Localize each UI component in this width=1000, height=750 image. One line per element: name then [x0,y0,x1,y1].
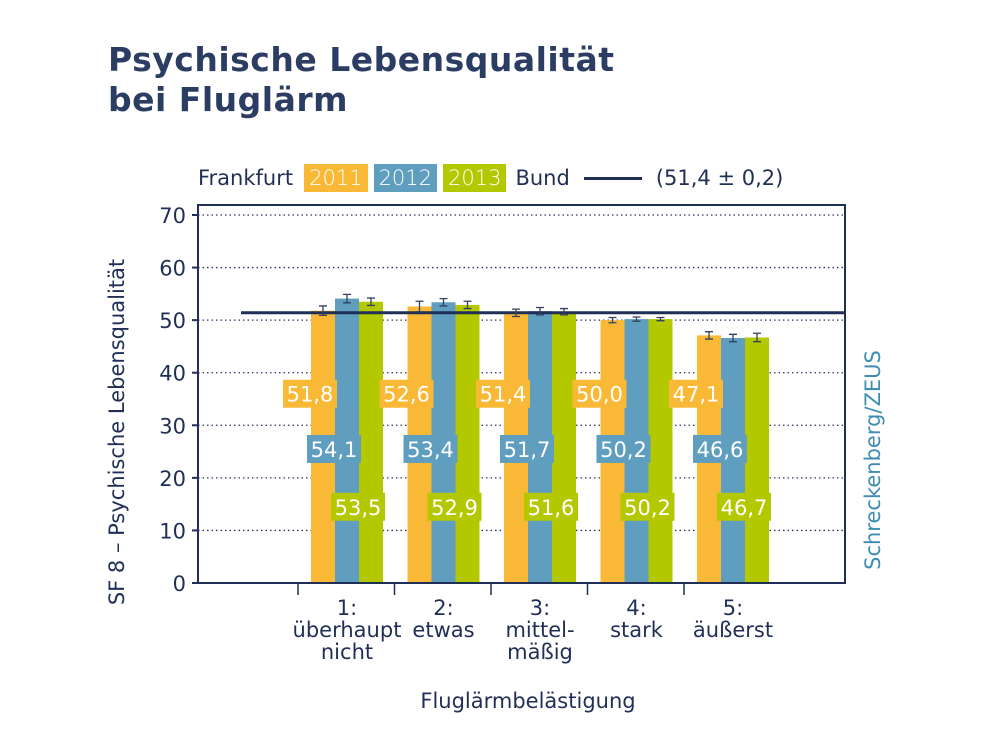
x-tick-label: äußerst [693,618,773,642]
legend-reference-label: Bund [515,166,570,190]
data-label-bg [693,434,747,463]
bar-2013 [648,319,673,583]
x-tick-label: nicht [321,640,373,664]
data-label-bg [476,379,530,408]
error-bar [367,297,375,307]
error-bar [512,308,520,318]
data-label-2013: 50,2 [624,496,671,520]
data-label-bg [669,379,723,408]
legend-2011: 2011 [304,164,368,192]
data-label-bg [596,434,651,463]
data-label-bg [403,434,458,463]
legend-reference-value: (51,4 ± 0,2) [655,166,784,190]
plot-frame [197,204,846,584]
x-axis-label: Fluglärmbelästigung [420,689,635,713]
x-tick-label: mäßig [507,640,573,664]
data-label-bg [572,379,627,408]
bar-2013 [552,311,576,583]
error-bar [415,300,424,313]
data-label-bg [620,492,675,521]
title-line-2: bei Fluglärm [108,80,349,119]
y-tick-label: 10 [159,519,186,543]
x-tick-label: 1: [337,596,357,620]
legend-reference-line [583,176,642,180]
x-tick-label: stark [610,618,664,642]
error-bar [656,316,665,322]
data-label-2013: 51,6 [528,496,575,520]
x-tick-label: 4: [626,596,646,620]
data-label-bg [427,492,482,521]
data-label-2011: 50,0 [576,383,623,407]
y-tick-label: 30 [159,414,186,438]
error-bar [439,297,448,307]
data-label-bg [283,379,337,408]
data-label-bg [717,492,771,521]
data-label-2011: 51,4 [480,383,527,407]
y-tick-label: 50 [159,309,186,333]
y-axis-label: SF 8 – Psychische Lebensqualität [105,259,129,605]
data-label-2011: 51,8 [287,383,334,407]
y-tick-label: 0 [173,572,186,596]
data-label-bg [524,492,578,521]
data-label-2013: 46,7 [721,496,768,520]
data-label-2012: 54,1 [311,438,358,462]
data-label-bg [379,379,434,408]
data-label-bg [500,434,554,463]
source-credit: Schreckenberg/ZEUS [861,350,885,570]
data-label-2012: 46,6 [697,438,744,462]
data-label-bg [307,434,361,463]
error-bar [705,331,713,340]
x-tick-label: 3: [530,596,550,620]
x-tick-label: mittel- [505,618,574,642]
error-bar [343,293,351,304]
error-bar [632,316,641,322]
legend-2012: 2012 [373,164,438,192]
x-tick-label: 5: [723,596,743,620]
title-line-1: Psychische Lebensqualität [108,40,615,79]
error-bar [536,306,544,316]
data-label-2013: 53,5 [335,496,382,520]
x-tick-label: etwas [412,618,474,642]
data-label-2012: 50,2 [600,438,647,462]
error-bar [560,307,568,316]
chart-title: Psychische Lebensqualität bei Fluglärm [108,40,615,120]
x-tick-label: überhaupt [293,618,402,642]
bar-2013 [745,337,769,583]
error-bar [608,316,617,324]
data-label-bg [331,492,385,521]
y-tick-label: 70 [159,204,186,228]
y-tick-label: 40 [159,362,186,386]
data-label-2012: 51,7 [504,438,551,462]
bar-2013 [455,304,480,583]
error-bar [463,300,472,310]
x-tick-label: 2: [433,596,453,620]
legend: Frankfurt 2011 2012 2013 Bund (51,4 ± 0,… [198,163,783,193]
y-tick-label: 20 [159,467,186,491]
data-label-2013: 52,9 [431,496,478,520]
y-tick-label: 60 [159,257,186,281]
error-bar [319,305,327,317]
error-bar [729,333,737,343]
data-label-2012: 53,4 [407,438,454,462]
data-label-2011: 52,6 [383,383,430,407]
data-label-2011: 47,1 [673,383,720,407]
legend-prefix: Frankfurt [198,166,294,190]
error-bar [753,332,761,343]
legend-2013: 2013 [443,164,507,192]
bar-2013 [359,301,383,583]
